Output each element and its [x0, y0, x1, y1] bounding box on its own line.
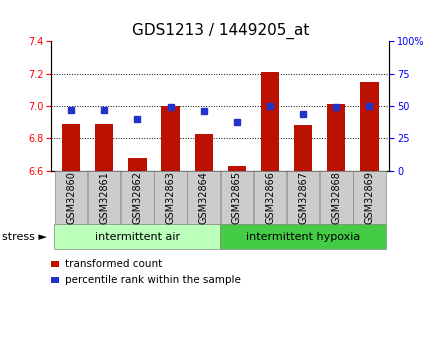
- Bar: [327, 105, 345, 171]
- Text: GSM32866: GSM32866: [265, 171, 275, 224]
- Bar: [128, 158, 146, 171]
- Text: transformed count: transformed count: [65, 259, 162, 269]
- Bar: [95, 124, 113, 171]
- Text: GSM32860: GSM32860: [66, 171, 76, 224]
- Bar: [194, 134, 213, 171]
- Text: GSM32865: GSM32865: [232, 171, 242, 224]
- Text: intermittent air: intermittent air: [95, 232, 180, 241]
- Text: intermittent hypoxia: intermittent hypoxia: [246, 232, 360, 241]
- Text: GSM32867: GSM32867: [298, 171, 308, 224]
- Title: GDS1213 / 1449205_at: GDS1213 / 1449205_at: [132, 22, 309, 39]
- Text: stress ►: stress ►: [2, 232, 47, 241]
- Bar: [360, 82, 379, 171]
- Text: GSM32862: GSM32862: [132, 171, 142, 224]
- Text: GSM32864: GSM32864: [199, 171, 209, 224]
- Bar: [62, 124, 80, 171]
- Text: GSM32863: GSM32863: [166, 171, 175, 224]
- Bar: [162, 106, 180, 171]
- Text: GSM32861: GSM32861: [99, 171, 109, 224]
- Bar: [228, 166, 246, 171]
- Text: percentile rank within the sample: percentile rank within the sample: [65, 275, 240, 285]
- Text: GSM32869: GSM32869: [364, 171, 375, 224]
- Bar: [294, 126, 312, 171]
- Bar: [261, 72, 279, 171]
- Text: GSM32868: GSM32868: [332, 171, 341, 224]
